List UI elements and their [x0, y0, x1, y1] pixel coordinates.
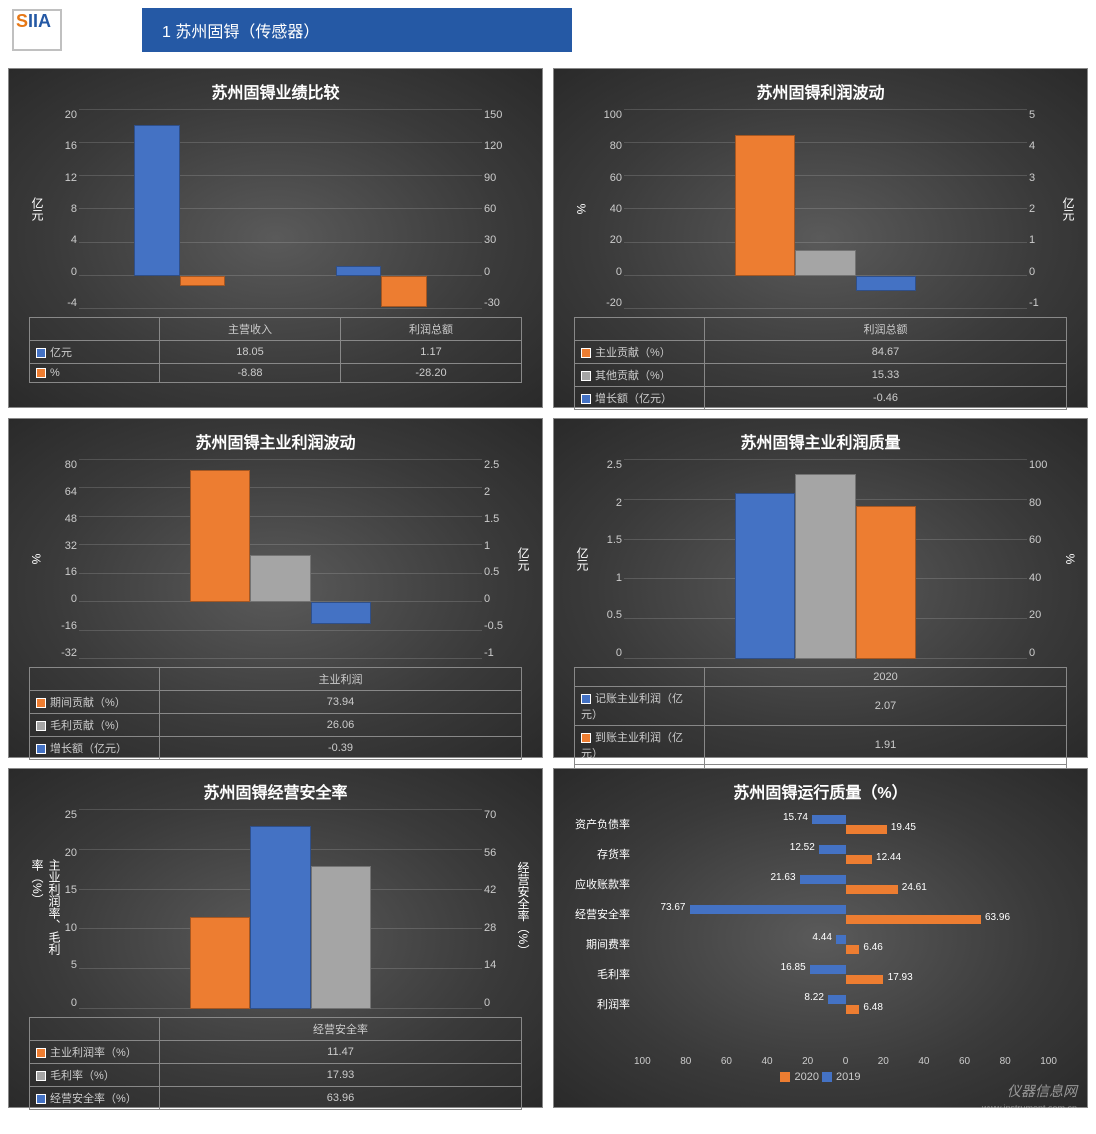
chart-title: 苏州固锝利润波动	[554, 69, 1087, 109]
hbar-row: 资产负债率15.7419.45	[634, 809, 1057, 839]
chart-panel: 苏州固锝经营安全率252015105070564228140主业利润率、毛利率（…	[8, 768, 543, 1108]
hbar-row: 利润率8.226.48	[634, 989, 1057, 1019]
data-table: 经营安全率主业利润率（%）11.47毛利率（%）17.93经营安全率（%）63.…	[29, 1017, 522, 1110]
bar-2020	[846, 825, 887, 834]
chart-area: 80644832160-16-322.521.510.50-0.5-1%亿元	[79, 459, 482, 659]
bar	[856, 276, 916, 291]
bar-2020	[846, 885, 898, 894]
hbar-row: 存货率12.5212.44	[634, 839, 1057, 869]
bar	[250, 555, 310, 602]
bar	[795, 250, 855, 276]
chart-title: 苏州固锝主业利润质量	[554, 419, 1087, 459]
chart-title: 苏州固锝主业利润波动	[9, 419, 542, 459]
bar	[311, 866, 371, 1009]
chart-panel: 苏州固锝主业利润波动80644832160-16-322.521.510.50-…	[8, 418, 543, 758]
bar	[795, 474, 855, 659]
chart-area: 2.521.510.50100806040200亿元%	[624, 459, 1027, 659]
bar-2019	[812, 815, 845, 824]
watermark: 仪器信息网	[1007, 1081, 1077, 1101]
data-table: 主营收入利润总额亿元18.051.17%-8.88-28.20	[29, 317, 522, 383]
bar-2020	[846, 945, 860, 954]
logo-letter: S	[16, 11, 28, 31]
chart-title: 苏州固锝运行质量（%）	[554, 769, 1087, 809]
data-table: 主业利润期间贡献（%）73.94毛利贡献（%）26.06增长额（亿元）-0.39	[29, 667, 522, 760]
chart-title: 苏州固锝经营安全率	[9, 769, 542, 809]
watermark-url: www.instrument.com.cn	[982, 1103, 1077, 1113]
chart-panel: 苏州固锝主业利润质量2.521.510.50100806040200亿元%202…	[553, 418, 1088, 758]
bar	[735, 493, 795, 659]
bar	[311, 602, 371, 624]
bar	[856, 506, 916, 659]
chart-grid: 苏州固锝业绩比较201612840-41501209060300-30亿元主营收…	[0, 60, 1096, 1116]
chart-panel: 苏州固锝利润波动100806040200-20543210-1%亿元利润总额主业…	[553, 68, 1088, 408]
bar-2019	[819, 845, 845, 854]
bar	[336, 266, 381, 276]
bar-2019	[828, 995, 845, 1004]
data-table: 利润总额主业贡献（%）84.67其他贡献（%）15.33增长额（亿元）-0.46	[574, 317, 1067, 410]
bar-2020	[846, 1005, 860, 1014]
bar-2019	[800, 875, 846, 884]
hbar-row: 期间费率4.446.46	[634, 929, 1057, 959]
bar-2020	[846, 855, 872, 864]
logo-letter: A	[38, 11, 51, 31]
chart-title: 苏州固锝业绩比较	[9, 69, 542, 109]
hbar-row: 经营安全率73.6763.96	[634, 899, 1057, 929]
header: SIIA 1 苏州固锝（传感器）	[0, 0, 1096, 60]
bar	[180, 276, 225, 286]
hbar-row: 毛利率16.8517.93	[634, 959, 1057, 989]
bar-2019	[690, 905, 846, 914]
hbar-row: 应收账款率21.6324.61	[634, 869, 1057, 899]
chart-area: 100806040200-20543210-1%亿元	[624, 109, 1027, 309]
chart-area: 资产负债率15.7419.45存货率12.5212.44应收账款率21.6324…	[634, 809, 1057, 1054]
bar-2019	[810, 965, 846, 974]
bar	[381, 276, 426, 307]
bar-2019	[836, 935, 845, 944]
bar-2020	[846, 975, 884, 984]
bar	[735, 135, 795, 276]
chart-panel: 苏州固锝业绩比较201612840-41501209060300-30亿元主营收…	[8, 68, 543, 408]
bar	[190, 917, 250, 1009]
bar	[134, 125, 179, 275]
bar-2020	[846, 915, 981, 924]
bar	[250, 826, 310, 1009]
page-title: 1 苏州固锝（传感器）	[142, 8, 572, 52]
chart-area: 252015105070564228140主业利润率、毛利率（%）经营安全率（%…	[79, 809, 482, 1009]
chart-panel: 苏州固锝运行质量（%）资产负债率15.7419.45存货率12.5212.44应…	[553, 768, 1088, 1108]
bar	[190, 470, 250, 602]
chart-area: 201612840-41501209060300-30亿元	[79, 109, 482, 309]
logo: SIIA	[12, 9, 62, 51]
